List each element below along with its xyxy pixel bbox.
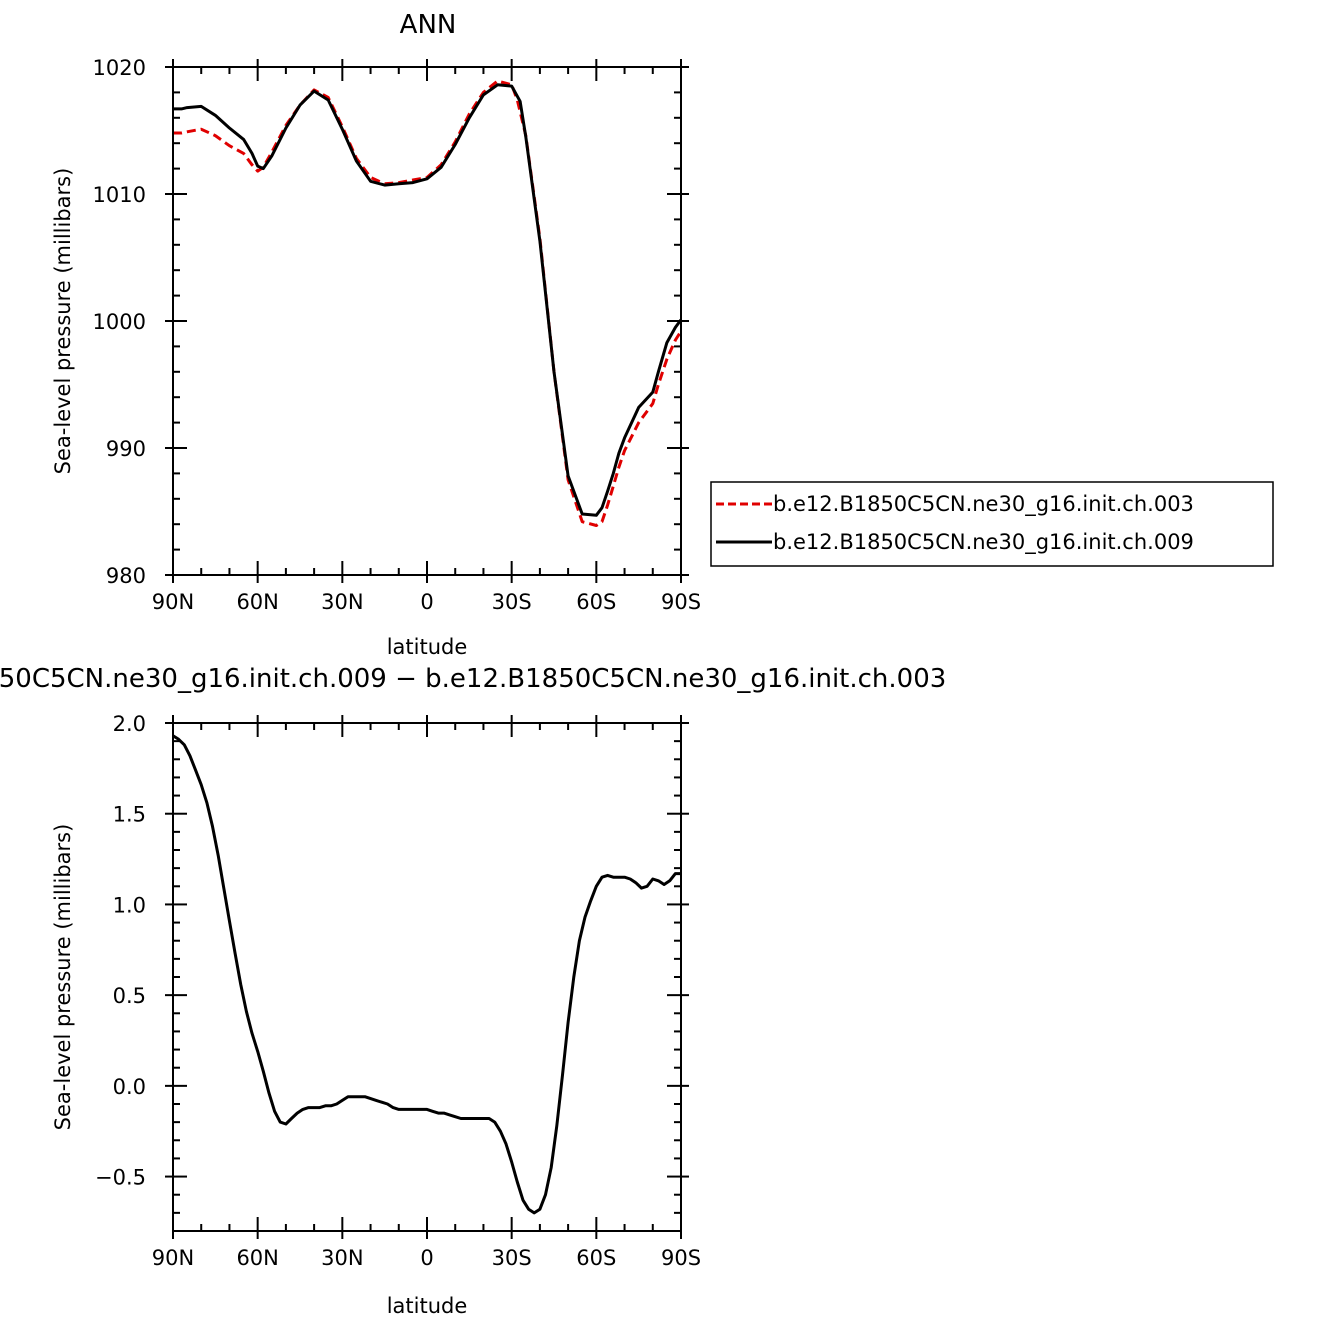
y-tick-label: 0.5 bbox=[113, 984, 146, 1008]
legend-label-009: b.e12.B1850C5CN.ne30_g16.init.ch.009 bbox=[773, 530, 1194, 555]
tick-marks bbox=[165, 59, 689, 583]
legend-label-003: b.e12.B1850C5CN.ne30_g16.init.ch.003 bbox=[773, 492, 1194, 517]
series-line-2 bbox=[173, 83, 683, 517]
x-tick-label: 0 bbox=[420, 590, 433, 614]
y-tick-labels: −0.5 0.0 0.5 1.0 1.5 2.0 bbox=[95, 712, 146, 1190]
tick-marks bbox=[165, 715, 689, 1239]
series-line-1 bbox=[172, 734, 681, 1215]
y-tick-label: 2.0 bbox=[113, 712, 146, 736]
x-tick-label: 90N bbox=[152, 1246, 194, 1270]
series-lines bbox=[173, 79, 683, 527]
x-tick-label: 90S bbox=[661, 1246, 701, 1270]
x-tick-label: 60N bbox=[236, 1246, 278, 1270]
y-tick-label: 990 bbox=[106, 437, 146, 461]
y-tick-label: −0.5 bbox=[95, 1166, 146, 1190]
x-tick-label: 60S bbox=[576, 1246, 616, 1270]
x-tick-label: 30N bbox=[321, 1246, 363, 1270]
y-tick-label: 1010 bbox=[93, 183, 146, 207]
x-tick-label: 90S bbox=[661, 590, 701, 614]
x-axis-label: latitude bbox=[387, 635, 468, 659]
plot-frame bbox=[172, 722, 682, 1232]
x-tick-label: 30S bbox=[492, 1246, 532, 1270]
difference-panel: b.e12.B1850C5CN.ne30_g16.init.ch.009 − b… bbox=[0, 664, 946, 1318]
y-tick-label: 980 bbox=[106, 564, 146, 588]
y-axis-label: Sea-level pressure (millibars) bbox=[51, 824, 75, 1131]
panel-title: ANN bbox=[400, 10, 457, 40]
y-tick-labels: 980 990 1000 1010 1020 bbox=[93, 56, 146, 588]
x-tick-label: 30N bbox=[321, 590, 363, 614]
y-tick-label: 0.0 bbox=[113, 1075, 146, 1099]
sea-level-pressure-panel: ANN 90N 60N 30N 0 30S 60S 90S 980 990 1000 1010 10… bbox=[51, 10, 1274, 659]
legend-box bbox=[710, 481, 1274, 567]
y-tick-label: 1000 bbox=[93, 310, 146, 334]
plot-frame bbox=[172, 66, 682, 576]
y-axis-label: Sea-level pressure (millibars) bbox=[51, 168, 75, 475]
y-tick-label: 1.5 bbox=[113, 803, 146, 827]
x-axis-label: latitude bbox=[387, 1294, 468, 1318]
panel-title-difference: b.e12.B1850C5CN.ne30_g16.init.ch.009 − b… bbox=[0, 664, 946, 694]
y-tick-label: 1020 bbox=[93, 56, 146, 80]
y-tick-label: 1.0 bbox=[113, 893, 146, 917]
series-lines bbox=[172, 734, 681, 1215]
x-tick-labels: 90N 60N 30N 0 30S 60S 90S bbox=[152, 590, 701, 614]
x-tick-label: 90N bbox=[152, 590, 194, 614]
x-tick-label: 60N bbox=[236, 590, 278, 614]
x-tick-label: 0 bbox=[420, 1246, 433, 1270]
x-tick-label: 60S bbox=[576, 590, 616, 614]
x-tick-labels: 90N 60N 30N 0 30S 60S 90S bbox=[152, 1246, 701, 1270]
legend: b.e12.B1850C5CN.ne30_g16.init.ch.003 b.e… bbox=[710, 481, 1274, 567]
x-tick-label: 30S bbox=[492, 590, 532, 614]
